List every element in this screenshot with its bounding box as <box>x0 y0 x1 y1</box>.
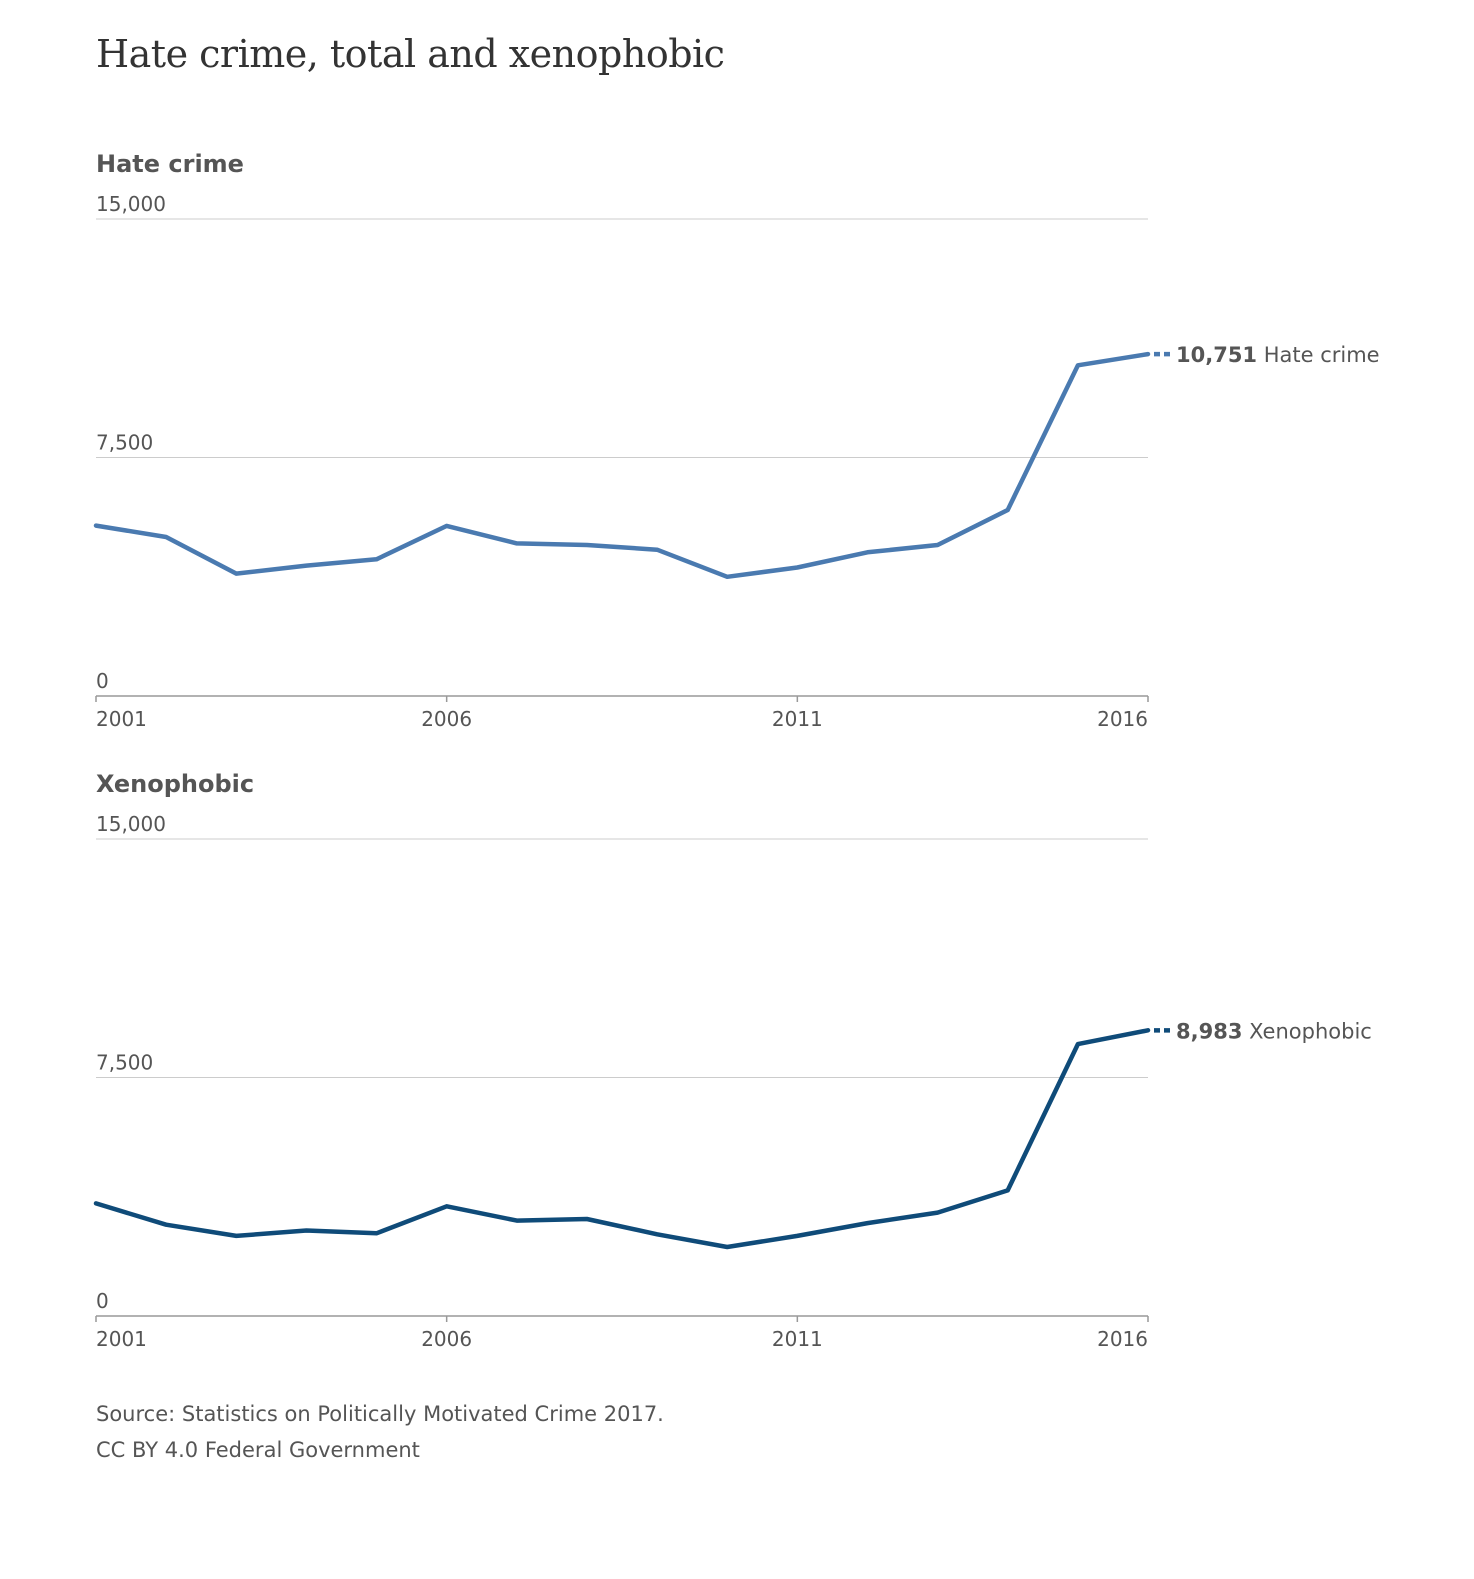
y-tick-label: 0 <box>96 1289 109 1313</box>
source-note: Source: Statistics on Politically Motiva… <box>96 1396 664 1468</box>
x-tick-label: 2011 <box>772 707 823 731</box>
end-value: 8,983 <box>1176 1019 1242 1043</box>
x-tick-label: 2001 <box>96 1327 147 1351</box>
panel-title: Hate crime <box>96 150 244 178</box>
series-line <box>93 351 1151 580</box>
xenophobic-chart: Xenophobic 15,000 7,500 0 2001 2006 2011 2016 8,… <box>93 770 1372 1351</box>
y-tick-label: 15,000 <box>96 812 166 836</box>
y-tick-label: 7,500 <box>96 431 153 455</box>
x-tick-label: 2011 <box>772 1327 823 1351</box>
end-label: 8,983 Xenophobic <box>1176 1019 1372 1043</box>
x-tick-label: 2006 <box>421 1327 472 1351</box>
y-tick-label: 7,500 <box>96 1051 153 1075</box>
hate-crime-chart: Hate crime 15,000 7,500 0 2001 2006 2011 2016 10… <box>93 150 1380 731</box>
y-tick-label: 15,000 <box>96 192 166 216</box>
source-line: Source: Statistics on Politically Motiva… <box>96 1402 664 1426</box>
end-value: 10,751 <box>1176 343 1257 367</box>
panel-title: Xenophobic <box>96 770 254 798</box>
x-tick-label: 2016 <box>1097 1327 1148 1351</box>
end-label: 10,751 Hate crime <box>1176 343 1380 367</box>
x-tick-label: 2001 <box>96 707 147 731</box>
end-series-name: Xenophobic <box>1242 1019 1371 1043</box>
chart-title: Hate crime, total and xenophobic <box>96 32 725 76</box>
x-tick-label: 2016 <box>1097 707 1148 731</box>
y-tick-label: 0 <box>96 669 109 693</box>
license-line: CC BY 4.0 Federal Government <box>96 1438 420 1462</box>
end-series-name: Hate crime <box>1257 343 1380 367</box>
series-line <box>93 1028 1151 1250</box>
x-tick-label: 2006 <box>421 707 472 731</box>
